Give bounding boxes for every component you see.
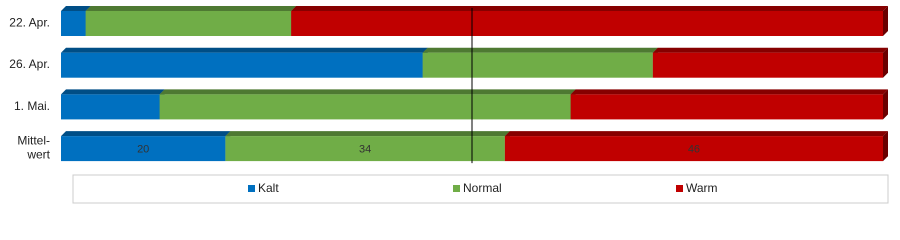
bar [61, 136, 226, 162]
bar [61, 11, 86, 36]
bar-top [61, 6, 91, 11]
bar [61, 94, 160, 120]
bar-segment [291, 6, 888, 36]
bar-side [883, 89, 888, 120]
bar-top [85, 6, 297, 11]
y-tick-label: Mittel-wert [17, 134, 50, 162]
bar-segment [85, 6, 297, 36]
chart: 22. Apr. 26. Apr. 1. Mai. Mittel-wert 20 34 46… [9, 6, 889, 204]
data-label: 46 [688, 144, 700, 156]
bar-top [159, 89, 576, 95]
bar-segment [504, 131, 888, 162]
bar-top [61, 131, 231, 137]
bar-top [570, 89, 888, 95]
legend-swatch [676, 185, 683, 192]
bar-top [61, 47, 428, 53]
bar-segment [225, 131, 510, 162]
bar-segment [61, 89, 165, 120]
bar-top [504, 131, 888, 137]
bar-segment [159, 89, 576, 120]
bar-top [61, 89, 165, 95]
data-label: 34 [359, 144, 371, 156]
bar-side [883, 47, 888, 78]
bar-side [883, 131, 888, 162]
bar-segment [422, 47, 658, 78]
y-tick-label: 26. Apr. [9, 57, 50, 71]
bar [570, 94, 883, 120]
bar [504, 136, 883, 162]
legend-label: Warm [686, 181, 718, 195]
bar-side [883, 6, 888, 36]
bar [422, 52, 653, 78]
legend-box [72, 174, 889, 204]
bar [61, 52, 423, 78]
bar-segment [61, 47, 428, 78]
bar-segment [61, 131, 231, 162]
bar [291, 11, 883, 36]
bar [85, 11, 292, 36]
bar [225, 136, 505, 162]
bar [159, 94, 571, 120]
bar-segment [652, 47, 888, 78]
bar-top [225, 131, 510, 137]
data-label: 20 [137, 144, 149, 156]
bar [652, 52, 883, 78]
legend-swatch [453, 185, 460, 192]
bar-top [291, 6, 888, 11]
legend-label: Normal [463, 181, 502, 195]
bar-top [422, 47, 658, 53]
bar-segment [570, 89, 888, 120]
y-tick-label: 1. Mai. [14, 99, 50, 113]
y-tick-label: 22. Apr. [9, 16, 50, 30]
legend-label: Kalt [258, 181, 279, 195]
legend-swatch [248, 185, 255, 192]
bar-top [652, 47, 888, 53]
